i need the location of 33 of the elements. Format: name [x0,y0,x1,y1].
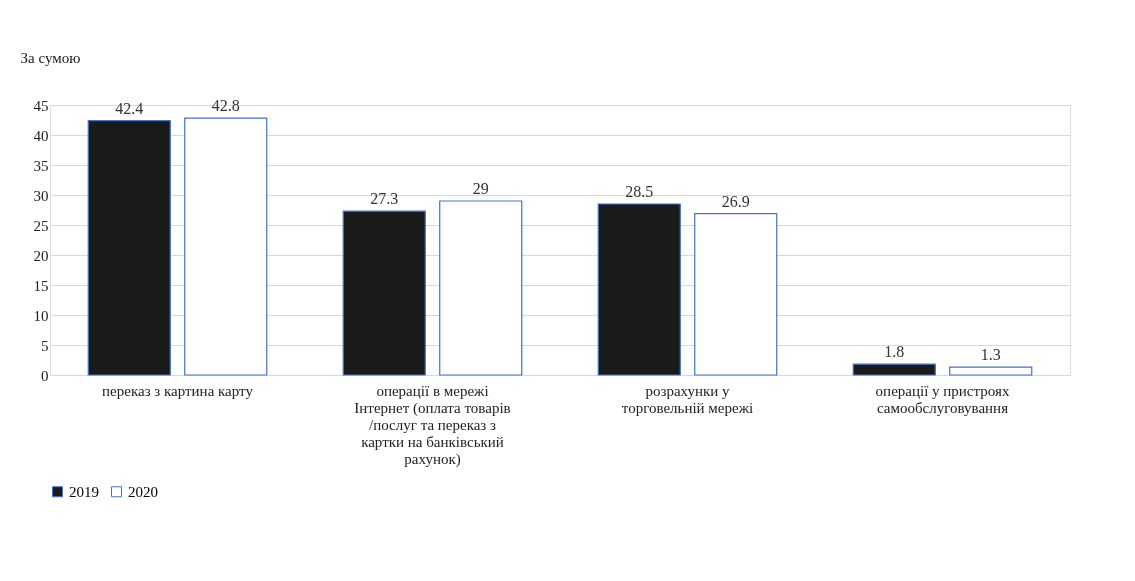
data-label: 42.8 [211,97,240,115]
y-tick-label: 10 [33,307,49,324]
bar [342,210,426,376]
legend-label: 2020 [128,483,158,500]
y-tick-label: 40 [33,127,49,144]
y-tick-label: 30 [33,187,49,204]
bar [87,120,171,376]
data-label: 27.3 [370,190,399,208]
x-tick-label: розрахунки у торговельній мережі [621,382,754,416]
bar [597,203,681,376]
legend-label: 2019 [69,483,99,500]
data-label: 29 [472,180,489,197]
x-tick-label: операції у пристроях самообслуговування [875,382,1010,416]
y-tick-label: 20 [33,247,49,264]
y-tick-label: 35 [33,157,49,174]
y-tick-label: 25 [33,217,49,234]
bar [184,117,268,376]
bar [694,213,778,376]
bar [439,200,523,376]
y-tick-label: 45 [33,97,49,114]
x-tick-label: операції в мережі Інтернет (оплата товарів /послуг та переказ з картки на банківський рахунок) [354,382,511,468]
data-label: 1.8 [884,343,905,361]
y-tick-label: 0 [41,367,49,384]
y-axis-title: За сумою [20,49,81,66]
y-tick-label: 5 [41,337,49,354]
bar [949,366,1033,376]
data-label: 1.3 [980,346,1001,364]
x-tick-label: переказ з картина карту [102,382,254,399]
data-label: 42.4 [115,99,144,117]
y-tick-label: 15 [33,277,49,294]
data-label: 26.9 [721,192,750,210]
bar [852,363,936,376]
data-label: 28.5 [625,183,654,200]
